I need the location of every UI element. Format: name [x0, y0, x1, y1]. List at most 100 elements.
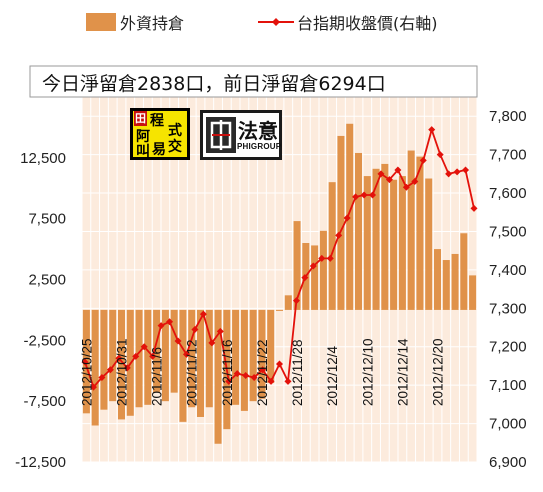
- futures-point: [182, 350, 190, 358]
- futures-point: [140, 343, 148, 351]
- futures-point: [377, 170, 385, 178]
- holding-bar: [337, 135, 345, 310]
- futures-point: [284, 377, 292, 385]
- futures-point: [428, 126, 436, 134]
- holding-bar: [354, 152, 363, 310]
- x-tick-label: 2012/11/28: [290, 339, 305, 406]
- holding-bar: [469, 275, 477, 310]
- left-tick-label: -7,500: [23, 393, 66, 410]
- holding-bar: [170, 309, 178, 393]
- futures-point: [132, 352, 140, 360]
- futures-point: [157, 322, 165, 330]
- holding-bar: [161, 309, 169, 402]
- x-tick-label: 2012/10/25: [79, 338, 94, 406]
- futures-point: [98, 373, 106, 381]
- left-tick-label: -2,500: [23, 332, 66, 349]
- futures-point: [276, 360, 283, 368]
- holding-bar: [109, 309, 117, 402]
- right-tick-label: 7,600: [489, 185, 527, 202]
- futures-point: [453, 168, 461, 176]
- holding-bar: [196, 309, 205, 417]
- legend-line-marker: [272, 18, 280, 26]
- annotation-box: [29, 65, 478, 98]
- futures-point: [326, 254, 334, 262]
- futures-point: [402, 183, 410, 191]
- futures-point: [419, 156, 427, 164]
- holding-bar: [240, 309, 248, 411]
- holding-bar: [179, 309, 187, 422]
- futures-point: [106, 366, 114, 374]
- holding-bar: [398, 176, 406, 310]
- x-tick-label: 2012/12/10: [360, 338, 375, 406]
- holding-bar: [205, 309, 213, 408]
- x-tick-label: 2012/11/16: [220, 339, 235, 406]
- futures-point: [191, 325, 199, 333]
- left-tick-label: -12,500: [15, 454, 66, 471]
- x-tick-label: 2012/12/20: [431, 338, 446, 406]
- futures-point: [470, 204, 478, 212]
- futures-point: [233, 370, 241, 378]
- futures-point: [411, 178, 419, 186]
- holding-bar: [390, 179, 398, 310]
- futures-point: [259, 366, 267, 374]
- logo-char-4: 交: [168, 139, 182, 155]
- logo-char-3: 阿: [136, 129, 150, 145]
- right-tick-label: 6,900: [489, 454, 527, 471]
- right-tick-label: 7,800: [489, 108, 527, 125]
- holding-bar: [188, 309, 196, 408]
- holding-bar: [328, 182, 336, 310]
- holding-bar: [319, 230, 327, 310]
- holding-bar: [293, 221, 301, 310]
- holding-bar: [135, 309, 143, 408]
- futures-point: [394, 166, 402, 174]
- futures-point: [335, 231, 343, 239]
- annotation-text: 今日淨留倉2838口，前日淨留倉6294口: [42, 73, 386, 95]
- logo-char-5: 叫: [136, 144, 150, 160]
- holding-bar: [363, 176, 371, 310]
- futures-point: [216, 327, 224, 335]
- logo-char-2: 式: [168, 123, 182, 139]
- phigroup-mark-icon: [206, 117, 236, 153]
- holding-bar: [442, 260, 450, 310]
- holding-bar: [91, 309, 99, 426]
- holding-bar: [214, 309, 222, 444]
- futures-point: [267, 377, 275, 385]
- x-tick-label: 2012/10/31: [115, 338, 130, 406]
- holding-bar: [153, 309, 161, 393]
- futures-point: [318, 254, 326, 262]
- futures-point: [81, 358, 89, 366]
- holding-bar: [258, 309, 266, 399]
- holding-bar: [346, 123, 354, 310]
- futures-point: [343, 214, 351, 222]
- holding-bar: [416, 156, 424, 310]
- futures-point: [174, 337, 182, 345]
- right-tick-label: 7,200: [489, 339, 527, 356]
- holding-bar: [425, 178, 433, 310]
- holding-bar: [372, 168, 380, 310]
- legend-bar-label: 外資持倉: [120, 14, 184, 33]
- futures-point: [369, 191, 377, 199]
- x-tick-label: 2012/11/22: [255, 339, 270, 406]
- holding-bar: [451, 253, 459, 310]
- futures-point: [445, 170, 453, 178]
- futures-point: [115, 354, 123, 362]
- futures-point: [242, 372, 250, 380]
- holdings-bars: [82, 123, 477, 444]
- futures-point: [89, 383, 97, 391]
- futures-point: [462, 166, 470, 174]
- left-axis: 12,500 7,500 2,500 -2,500 -7,500 -12,500: [15, 150, 66, 471]
- right-tick-label: 7,300: [489, 300, 527, 317]
- futures-point: [301, 274, 309, 282]
- futures-point: [208, 339, 216, 347]
- futures-point: [360, 191, 368, 199]
- futures-point: [385, 176, 393, 184]
- legend-line-label: 台指期收盤價(右軸): [297, 14, 438, 33]
- holding-bar: [249, 309, 257, 402]
- right-tick-label: 7,000: [489, 416, 527, 433]
- left-tick-label: 12,500: [20, 150, 66, 167]
- legend-bar-swatch: [86, 13, 116, 31]
- right-axis: 7,800 7,700 7,600 7,500 7,400 7,300 7,200 7,100…: [489, 108, 527, 471]
- phigroup-sub: PHIGROUP: [237, 142, 282, 151]
- futures-point: [225, 377, 233, 385]
- holding-bar: [275, 309, 284, 311]
